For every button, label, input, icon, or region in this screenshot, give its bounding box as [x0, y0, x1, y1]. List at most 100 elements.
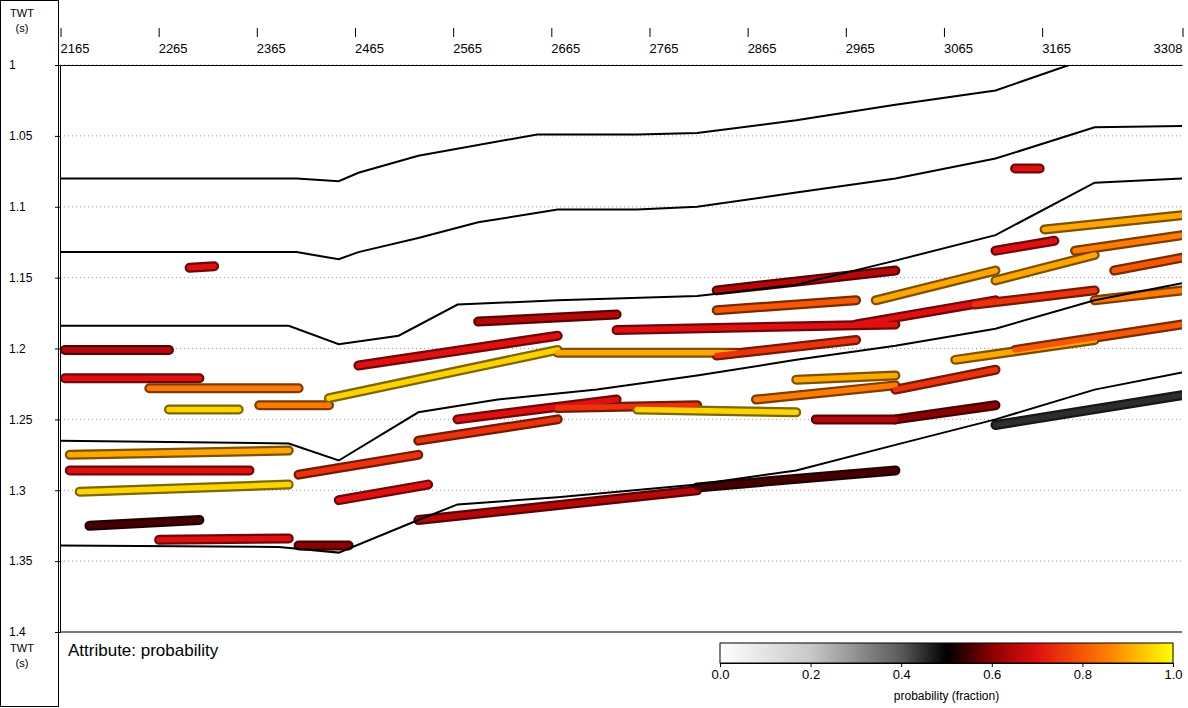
x-tick-label: 2165	[61, 41, 90, 56]
probability-body	[558, 350, 737, 356]
x-tick-mark	[453, 28, 454, 37]
grid-line	[60, 206, 1182, 207]
x-tick-mark	[944, 28, 945, 37]
probability-body	[975, 290, 1095, 304]
colorbar	[720, 643, 1173, 663]
y-axis-title: TWT(s)	[10, 7, 34, 34]
probability-body	[159, 538, 289, 539]
probability-body	[65, 376, 199, 382]
x-tick-label: 2665	[551, 41, 580, 56]
y-tick: 1.3	[9, 484, 60, 498]
probability-body	[1075, 235, 1182, 251]
x-tick-mark	[1183, 28, 1184, 37]
x-axis: 2165226523652465256526652765286529653065…	[61, 28, 1184, 66]
probability-body-outline	[717, 300, 856, 310]
probability-body-outline	[816, 414, 896, 424]
colorbar-tick: 0.0	[711, 663, 729, 682]
probability-body-outline	[159, 538, 289, 539]
probability-body-outline	[80, 485, 289, 492]
probability-body	[816, 417, 896, 423]
probability-body	[339, 485, 428, 501]
y-tick-line	[55, 561, 60, 562]
y-tick-line	[55, 349, 60, 350]
y-tick: 1.1	[9, 200, 60, 214]
horizon	[60, 65, 1069, 181]
x-tick-label: 2465	[355, 41, 384, 56]
y-tick: 1.15	[9, 271, 60, 285]
x-tick-label: 2565	[453, 41, 482, 56]
axis-frame	[1, 1, 59, 707]
x-tick-mark	[649, 28, 650, 37]
y-tick-label: 1.4	[9, 625, 26, 639]
x-tick-label: 2865	[748, 41, 777, 56]
probability-body	[1045, 215, 1182, 229]
probability-body	[995, 241, 1054, 251]
y-tick-label: 1	[9, 58, 16, 72]
probability-body	[80, 485, 289, 492]
horizon	[60, 283, 1182, 460]
x-tick: 3165	[1042, 28, 1071, 65]
x-tick-label: 2265	[159, 41, 188, 56]
colorbar-tick-label: 0.0	[711, 667, 729, 682]
probability-body	[299, 543, 349, 549]
probability-body-outline	[1015, 324, 1182, 350]
probability-body-outline	[70, 451, 289, 455]
horizon	[60, 373, 1182, 553]
colorbar-tick-label: 0.4	[893, 667, 911, 682]
x-tick-mark	[355, 28, 356, 37]
probability-body-outline	[65, 373, 199, 383]
x-tick: 2265	[159, 28, 188, 65]
probability-body	[149, 385, 298, 391]
probability-body	[637, 409, 796, 412]
probability-body-outline	[975, 290, 1095, 304]
probability-body	[895, 370, 995, 390]
probability-body-outline	[358, 336, 557, 366]
y-tick-line	[55, 419, 60, 420]
y-tick-label: 1.35	[9, 554, 33, 568]
probability-body	[697, 470, 895, 487]
y-tick: 1.35	[9, 554, 60, 568]
x-tick: 2665	[551, 28, 580, 65]
probability-body-outline	[558, 348, 737, 358]
x-tick-mark	[159, 28, 160, 37]
probability-body	[169, 407, 239, 413]
y-tick-label: 1.1	[9, 200, 26, 214]
probability-body	[190, 266, 215, 267]
probability-body-outline	[478, 314, 616, 321]
probability-body	[1114, 258, 1182, 271]
x-tick-mark	[1042, 28, 1043, 37]
probability-body-outline	[1045, 215, 1182, 229]
probability-body	[70, 468, 250, 474]
probability-body-outline	[717, 340, 856, 356]
grid-line	[60, 561, 1182, 562]
colorbar-tick-label: 1.0	[1164, 667, 1182, 682]
probability-body-outline	[995, 255, 1094, 281]
x-tick: 2465	[355, 28, 384, 65]
y-tick: 1	[9, 58, 60, 72]
probability-body	[995, 255, 1094, 281]
x-tick-label: 3165	[1042, 41, 1071, 56]
probability-body	[1015, 324, 1182, 350]
colorbar-tick: 0.6	[983, 663, 1001, 682]
probability-body	[358, 336, 557, 366]
probability-body	[876, 271, 996, 301]
x-tick: 3308	[1154, 28, 1183, 65]
probability-body	[1015, 166, 1040, 172]
y-tick-label: 1.05	[9, 129, 33, 143]
probability-body-outline	[190, 266, 215, 267]
x-tick-label: 3308	[1154, 41, 1183, 56]
probability-body-outline	[1015, 163, 1040, 173]
x-tick-label: 2765	[649, 41, 678, 56]
probability-body	[65, 347, 169, 353]
probability-body-outline	[65, 345, 169, 355]
probability-body	[478, 314, 616, 321]
y-tick: 1.4	[9, 625, 60, 639]
y-tick-line	[55, 207, 60, 208]
probability-body	[89, 520, 199, 526]
probability-body-outline	[796, 375, 895, 379]
x-tick: 2165	[61, 28, 90, 65]
x-axis-line	[61, 65, 1183, 66]
probability-body	[70, 451, 289, 455]
x-tick-mark	[846, 28, 847, 37]
probability-body-outline	[637, 409, 796, 412]
